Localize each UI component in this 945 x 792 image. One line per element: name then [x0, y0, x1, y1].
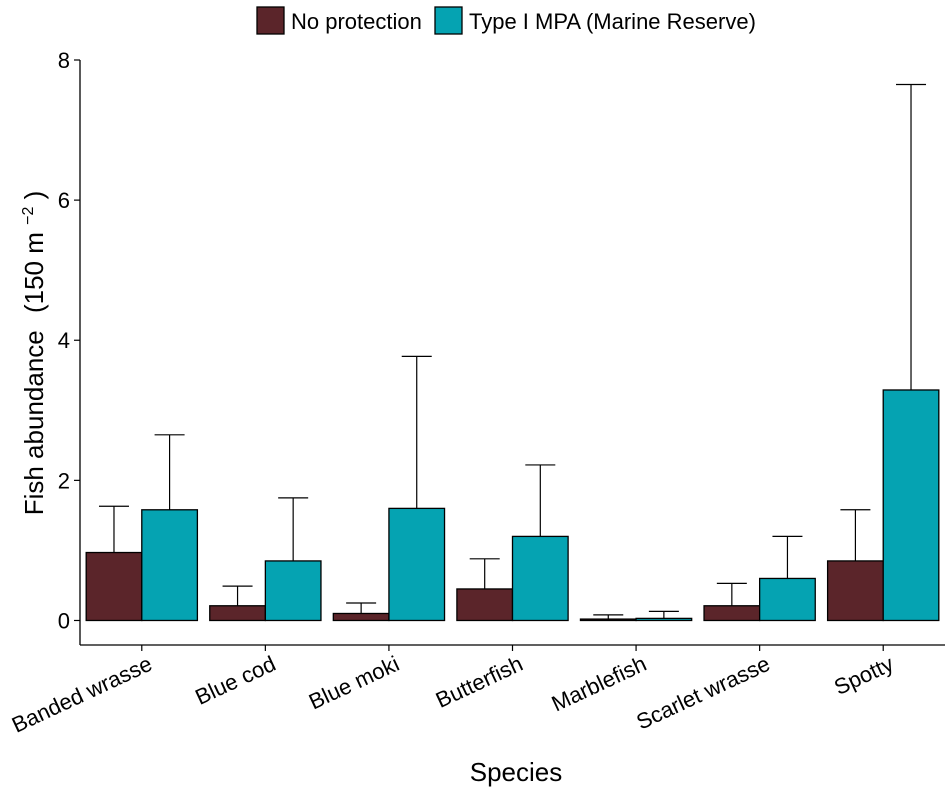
x-ticks: Banded wrasse Blue cod Blue moki Butterfish… [8, 645, 897, 738]
y-tick-label: 8 [58, 48, 70, 73]
bar-no-protection-marblefish [579, 618, 637, 622]
y-ticks: 0 2 4 6 8 [58, 48, 80, 633]
x-axis-title: Species [470, 757, 563, 787]
bar-type-i-mpa-marine-reserve-marblefish [635, 617, 693, 622]
bar-no-protection-blue-moki [332, 612, 390, 622]
y-axis-title-unit: (150 m [19, 232, 49, 313]
bar-no-protection-blue-cod [209, 605, 267, 622]
x-tick-label: Butterfish [432, 651, 527, 713]
legend-swatch-no-protection [256, 6, 285, 35]
x-tick-label: Banded wrasse [8, 651, 156, 738]
bar-type-i-mpa-marine-reserve-butterfish [511, 535, 569, 622]
x-tick-label: Blue cod [191, 651, 279, 710]
y-axis-title-main: Fish abundance [19, 330, 49, 515]
bar-no-protection-spotty [826, 560, 884, 622]
x-tick-label: Blue moki [305, 651, 403, 714]
bar-type-i-mpa-marine-reserve-spotty [882, 389, 940, 622]
y-tick-label: 4 [58, 328, 70, 353]
bar-type-i-mpa-marine-reserve-banded-wrasse [141, 509, 199, 622]
legend-swatch-type-i-mpa-marine-reserve [434, 6, 463, 35]
y-tick-label: 0 [58, 608, 70, 633]
x-tick-label: Scarlet wrasse [632, 651, 773, 735]
x-tick-label: Marblefish [548, 651, 651, 717]
y-tick-label: 6 [58, 188, 70, 213]
error-bars [98, 83, 927, 620]
bar-type-i-mpa-marine-reserve-scarlet-wrasse [758, 577, 816, 622]
bars [85, 389, 940, 622]
legend: No protection Type I MPA (Marine Reserve) [256, 6, 756, 35]
bar-no-protection-scarlet-wrasse [703, 605, 761, 622]
legend-label-no-protection: No protection [291, 9, 422, 34]
bar-type-i-mpa-marine-reserve-blue-moki [388, 507, 446, 622]
bar-type-i-mpa-marine-reserve-blue-cod [264, 560, 322, 622]
x-tick-label: Spotty [830, 651, 897, 700]
y-axis-title-close: ) [19, 191, 49, 200]
legend-label-type-i-mpa-marine-reserve: Type I MPA (Marine Reserve) [469, 9, 756, 34]
y-axis-title-exponent: −2 [20, 207, 37, 225]
bar-no-protection-butterfish [456, 588, 514, 622]
y-axis-title: Fish abundance (150 m −2 ) [9, 191, 49, 516]
y-tick-label: 2 [58, 468, 70, 493]
bar-no-protection-banded-wrasse [85, 551, 143, 622]
